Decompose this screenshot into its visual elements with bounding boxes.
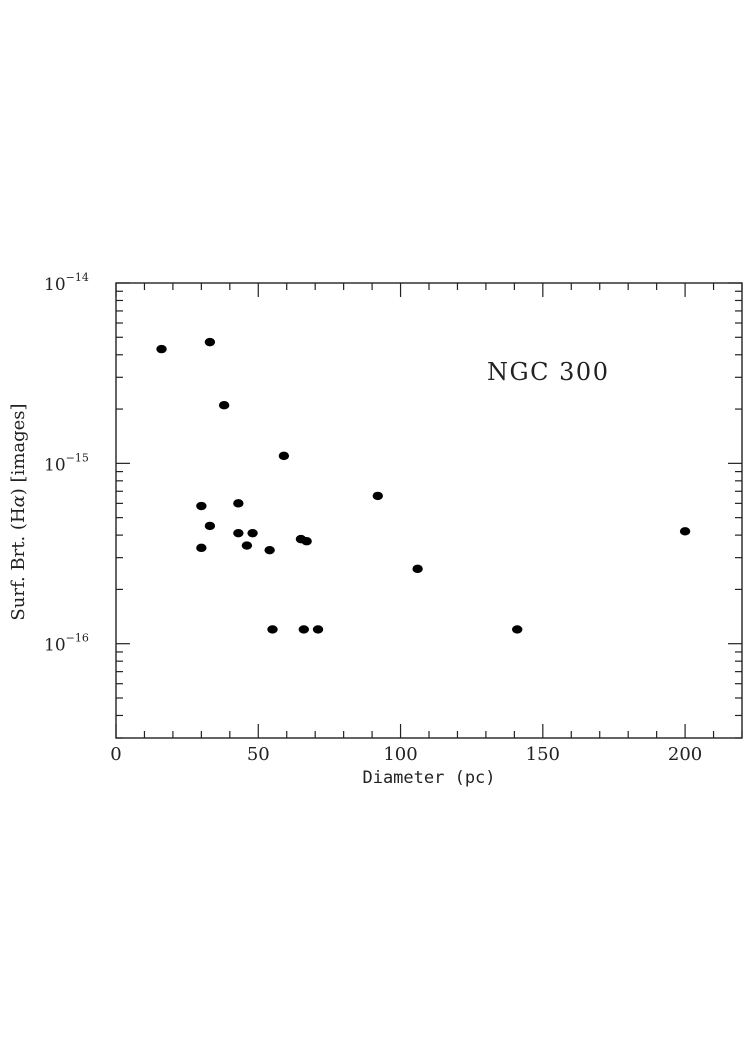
data-point [196, 543, 207, 553]
x-tick-label: 100 [383, 744, 417, 765]
data-point [512, 625, 523, 634]
data-point [264, 545, 275, 555]
y-axis-label: Surf. Brt. (Hα) [images] [8, 403, 29, 620]
minor-ticks [116, 283, 743, 739]
data-point [241, 541, 253, 550]
data-point [156, 344, 167, 354]
data-point [679, 527, 691, 536]
x-tick-label: 50 [247, 744, 270, 765]
major-ticks [115, 282, 742, 738]
x-tick-label: 150 [526, 744, 560, 765]
data-point [298, 625, 309, 634]
data-point [372, 491, 383, 501]
data-point [312, 625, 324, 634]
data-point [196, 501, 207, 511]
data-point [278, 451, 290, 461]
data-point [301, 537, 312, 546]
data-points [156, 337, 691, 634]
data-point [204, 521, 216, 531]
x-tick-labels: 0 50 100 150 200 [110, 744, 702, 765]
y-tick-label: 10−15 [44, 451, 89, 475]
data-point [233, 499, 244, 508]
data-point [204, 337, 216, 347]
data-point [233, 528, 244, 538]
x-tick-label: 0 [110, 744, 121, 765]
chart-annotation: NGC 300 [487, 358, 609, 386]
y-tick-label: 10−14 [44, 271, 89, 295]
x-axis-label: Diameter (pc) [362, 768, 495, 788]
data-point [412, 564, 423, 574]
data-point [218, 401, 230, 410]
data-point [247, 528, 258, 538]
x-tick-label: 200 [668, 744, 702, 765]
plot-frame [115, 282, 743, 739]
y-tick-label: 10−16 [44, 632, 89, 656]
data-point [267, 625, 278, 634]
y-tick-labels: 10−16 10−15 10−14 [44, 271, 89, 656]
